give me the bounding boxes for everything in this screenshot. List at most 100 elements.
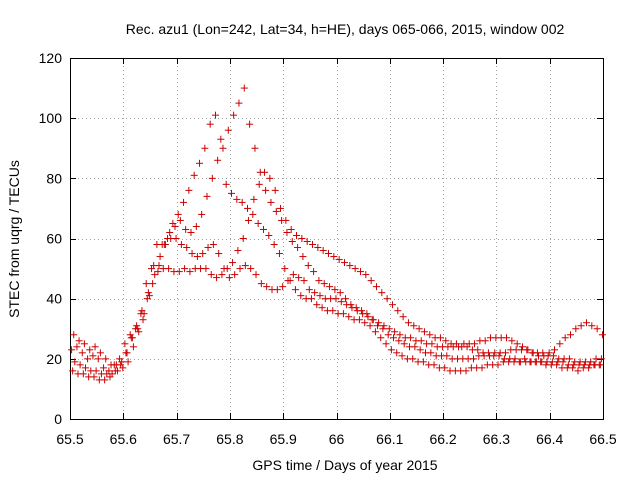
data-point xyxy=(252,271,260,279)
data-point xyxy=(294,244,302,252)
data-point xyxy=(92,367,100,375)
axis-ticks xyxy=(70,58,604,420)
data-point xyxy=(372,283,380,291)
x-tick-label: 65.5 xyxy=(56,431,83,447)
data-point xyxy=(209,241,217,249)
data-point xyxy=(234,247,242,255)
data-point xyxy=(298,235,306,242)
data-point xyxy=(382,340,390,348)
data-point xyxy=(102,355,110,363)
data-point xyxy=(161,241,169,249)
data-point xyxy=(329,307,337,315)
data-point xyxy=(174,210,182,218)
data-point xyxy=(196,159,204,167)
data-point xyxy=(261,168,269,176)
data-point xyxy=(149,280,157,288)
data-point xyxy=(569,364,577,372)
data-point xyxy=(325,250,333,258)
data-point xyxy=(199,250,207,258)
data-point xyxy=(229,259,237,267)
data-point xyxy=(377,334,385,342)
data-point xyxy=(213,274,221,282)
data-point xyxy=(559,358,567,366)
data-point xyxy=(263,283,271,291)
x-tick-label: 66.5 xyxy=(589,431,616,447)
data-point xyxy=(566,331,574,339)
data-point xyxy=(521,355,529,363)
data-point xyxy=(353,307,361,315)
data-point xyxy=(426,331,434,339)
data-point xyxy=(478,364,486,372)
data-point xyxy=(436,334,444,342)
data-point xyxy=(227,189,235,197)
y-tick-label: 40 xyxy=(46,291,62,307)
data-point xyxy=(188,250,196,258)
data-point xyxy=(355,316,363,324)
data-point xyxy=(314,244,322,252)
data-point xyxy=(384,331,392,339)
data-point xyxy=(79,370,87,378)
data-point xyxy=(225,274,233,282)
data-point xyxy=(182,225,190,233)
data-point xyxy=(80,340,88,348)
data-point xyxy=(361,319,369,327)
data-point xyxy=(140,310,148,318)
data-point xyxy=(597,355,605,363)
data-point xyxy=(166,228,174,236)
data-point xyxy=(577,322,585,330)
data-point xyxy=(239,235,247,242)
x-axis-label: GPS time / Days of year 2015 xyxy=(252,457,437,473)
data-point xyxy=(73,343,81,351)
y-tick-label: 120 xyxy=(39,50,63,66)
data-point xyxy=(190,171,198,179)
data-point xyxy=(385,325,393,333)
data-point xyxy=(289,271,297,279)
data-point xyxy=(375,319,383,327)
data-point xyxy=(175,268,183,276)
data-point xyxy=(245,216,253,224)
data-point xyxy=(348,304,356,312)
data-point xyxy=(101,376,109,384)
data-point xyxy=(204,244,212,252)
x-tick-label: 66.4 xyxy=(536,431,563,447)
data-point xyxy=(113,367,121,375)
data-point xyxy=(181,265,189,273)
data-point xyxy=(265,231,273,239)
y-tick-label: 60 xyxy=(46,231,62,247)
x-tick-label: 66.2 xyxy=(429,431,456,447)
data-point xyxy=(331,286,339,294)
data-point xyxy=(549,352,557,360)
data-point xyxy=(295,274,303,282)
data-point xyxy=(319,247,327,255)
x-tick-label: 66.1 xyxy=(376,431,403,447)
data-point xyxy=(222,180,230,188)
data-point xyxy=(90,373,98,381)
data-point xyxy=(255,180,263,188)
data-point xyxy=(362,271,370,279)
data-point xyxy=(428,340,436,348)
data-point xyxy=(230,111,238,119)
data-point xyxy=(293,231,301,239)
data-point xyxy=(203,192,211,200)
data-point xyxy=(142,280,150,288)
data-point xyxy=(481,337,489,345)
data-point xyxy=(231,271,239,279)
data-point xyxy=(374,322,382,330)
data-point xyxy=(129,343,137,351)
data-point xyxy=(342,295,350,303)
data-point xyxy=(400,340,408,348)
data-point xyxy=(427,349,435,357)
data-point xyxy=(540,352,548,360)
data-point xyxy=(304,262,312,270)
data-point xyxy=(420,328,428,336)
data-point xyxy=(219,144,227,152)
data-point xyxy=(337,298,345,306)
data-point xyxy=(351,265,359,273)
data-point xyxy=(587,358,595,366)
data-point xyxy=(238,198,246,206)
data-point xyxy=(86,346,94,354)
data-point xyxy=(287,225,295,233)
data-point xyxy=(513,340,521,348)
data-point xyxy=(462,367,470,375)
